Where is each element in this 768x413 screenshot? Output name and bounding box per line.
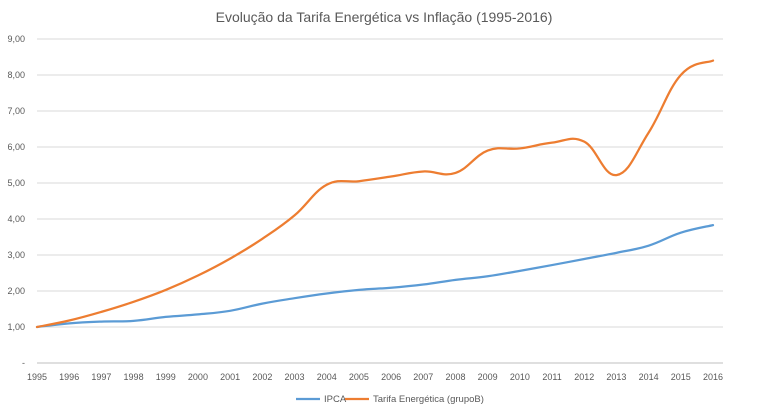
x-tick-label: 2011 <box>542 372 561 382</box>
x-axis-tick-labels: 1995 1996 1997 1998 1999 2000 2001 2002 2003 2004… <box>27 372 723 382</box>
x-tick-label: 1996 <box>59 372 79 382</box>
x-tick-label: 2000 <box>188 372 208 382</box>
y-tick-label: 1,00 <box>7 322 25 332</box>
x-tick-label: 2013 <box>606 372 626 382</box>
legend: IPCA Tarifa Energética (grupoB) <box>296 394 484 405</box>
x-tick-label: 2005 <box>349 372 369 382</box>
x-tick-label: 2012 <box>574 372 594 382</box>
x-tick-label: 2003 <box>285 372 305 382</box>
y-tick-label: 4,00 <box>7 214 25 224</box>
x-tick-label: 2015 <box>671 372 691 382</box>
y-tick-label: 2,00 <box>7 286 25 296</box>
y-axis-tick-labels: - 1,00 2,00 3,00 4,00 5,00 6,00 7,00 8,00 9,00 <box>7 34 25 368</box>
x-tick-label: 2007 <box>413 372 433 382</box>
x-tick-label: 1995 <box>27 372 47 382</box>
x-tick-label: 2004 <box>317 372 337 382</box>
legend-label: IPCA <box>324 394 347 405</box>
legend-label: Tarifa Energética (grupoB) <box>373 394 484 405</box>
legend-item-tarifa-energetica: Tarifa Energética (grupoB) <box>345 394 484 405</box>
y-tick-label: 3,00 <box>7 250 25 260</box>
y-tick-label: 7,00 <box>7 106 25 116</box>
series-line-ipca <box>35 223 715 329</box>
series-line-tarifa-energetica <box>35 59 715 329</box>
series-lines <box>35 59 715 329</box>
gridlines <box>37 38 723 364</box>
x-tick-label: 1999 <box>156 372 176 382</box>
x-tick-label: 1997 <box>91 372 111 382</box>
x-tick-label: 2006 <box>381 372 401 382</box>
legend-item-ipca: IPCA <box>296 394 347 405</box>
x-tick-label: 2009 <box>478 372 498 382</box>
x-tick-label: 2014 <box>639 372 659 382</box>
x-tick-label: 2002 <box>252 372 272 382</box>
chart-title: Evolução da Tarifa Energética vs Inflaçã… <box>216 9 553 25</box>
y-tick-label: 6,00 <box>7 142 25 152</box>
y-tick-label: 9,00 <box>7 34 25 44</box>
y-tick-label: 5,00 <box>7 178 25 188</box>
x-tick-label: 1998 <box>124 372 144 382</box>
x-tick-label: 2008 <box>445 372 465 382</box>
y-tick-label: 8,00 <box>7 70 25 80</box>
x-tick-label: 2010 <box>510 372 530 382</box>
x-tick-label: 2016 <box>703 372 723 382</box>
x-tick-label: 2001 <box>220 372 240 382</box>
y-tick-label: - <box>22 358 25 368</box>
